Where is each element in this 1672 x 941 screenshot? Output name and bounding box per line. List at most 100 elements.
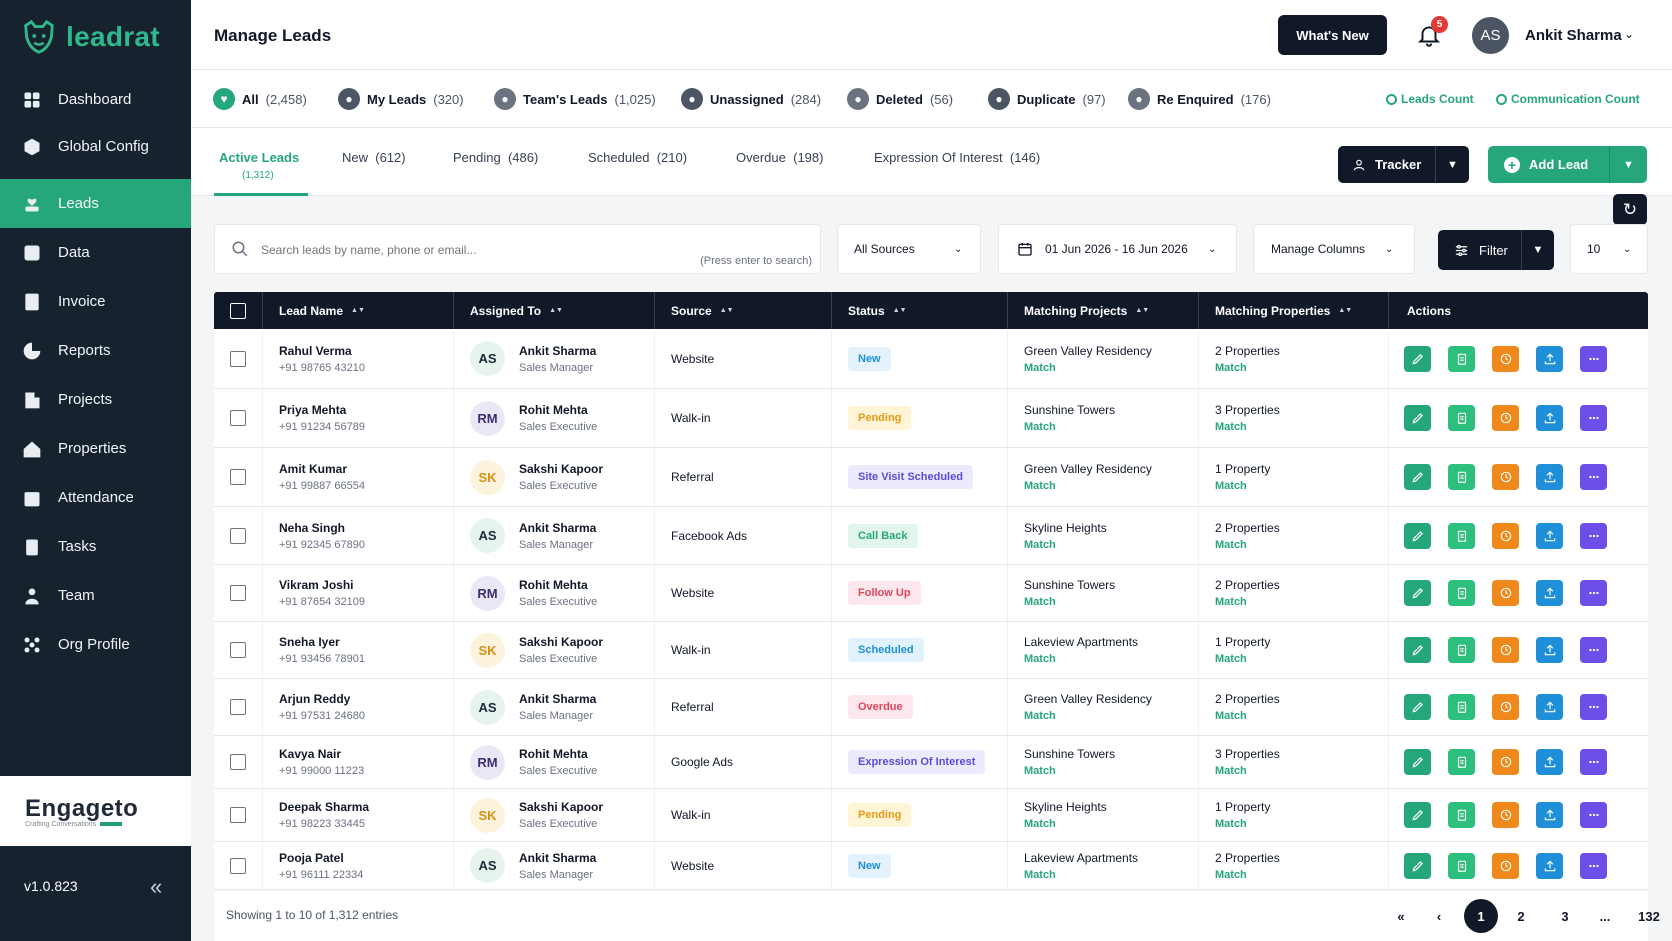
history-action-button[interactable] (1492, 852, 1519, 879)
upload-action-button[interactable] (1536, 405, 1563, 431)
sidebar-item-projects[interactable]: Projects (0, 375, 191, 424)
table-row[interactable]: Neha Singh +91 92345 67890 AS Ankit Sharma S… (214, 507, 1648, 565)
more-action-button[interactable] (1580, 405, 1607, 431)
sources-select[interactable]: All Sources ⌄ (837, 224, 981, 274)
upload-action-button[interactable] (1536, 345, 1563, 372)
sort-icon[interactable]: ▲▼ (351, 307, 365, 314)
column-header-lead-name[interactable]: Lead Name ▲▼ (263, 292, 454, 329)
sidebar-item-org-profile[interactable]: Org Profile (0, 620, 191, 669)
column-header-matching-projects[interactable]: Matching Projects ▲▼ (1008, 292, 1199, 329)
table-row[interactable]: Rahul Verma +91 98765 43210 AS Ankit Sharma… (214, 329, 1648, 389)
match-link[interactable]: Match (1024, 361, 1056, 374)
clipboard-action-button[interactable] (1448, 852, 1475, 879)
upload-action-button[interactable] (1536, 852, 1563, 879)
edit-action-button[interactable] (1404, 802, 1431, 828)
table-row[interactable]: Deepak Sharma +91 98223 33445 SK Sakshi Kap… (214, 789, 1648, 842)
sidebar-item-tasks[interactable]: Tasks (0, 522, 191, 571)
tab-expression-of-interest[interactable]: Expression Of Interest (146) (874, 150, 1040, 165)
upload-action-button[interactable] (1536, 522, 1563, 549)
tab-pending[interactable]: Pending (486) (453, 150, 538, 165)
page-button[interactable]: « (1397, 908, 1405, 924)
history-action-button[interactable] (1492, 405, 1519, 431)
table-row[interactable]: Sneha Iyer +91 93456 78901 SK Sakshi Kapoor… (214, 622, 1648, 679)
history-action-button[interactable] (1492, 522, 1519, 549)
table-row[interactable]: Priya Mehta +91 91234 56789 RM Rohit Mehta S… (214, 389, 1648, 448)
date-range-picker[interactable]: 01 Jun 2026 - 16 Jun 2026 ⌄ (998, 224, 1237, 274)
match-link[interactable]: Match (1215, 710, 1247, 722)
tab-active-leads[interactable]: Active Leads (219, 150, 299, 165)
user-name[interactable]: Ankit Sharma (1525, 27, 1622, 44)
lead-name-cell[interactable]: Priya Mehta +91 91234 56789 (263, 389, 454, 447)
filter-dropdown[interactable]: ▼ (1532, 244, 1544, 256)
match-link[interactable]: Match (1215, 868, 1247, 881)
upload-action-button[interactable] (1536, 637, 1563, 663)
column-header-status[interactable]: Status ▲▼ (832, 292, 1008, 329)
search-input[interactable] (261, 239, 661, 261)
sidebar-item-attendance[interactable]: Attendance (0, 473, 191, 522)
edit-action-button[interactable] (1404, 694, 1431, 720)
category-deleted[interactable]: ● Deleted (56) (847, 88, 953, 110)
leadrat-logo[interactable]: leadrat (20, 18, 160, 56)
lead-name-cell[interactable]: Arjun Reddy +91 97531 24680 (263, 679, 454, 735)
lead-name[interactable]: Sneha Iyer (279, 635, 340, 649)
row-checkbox[interactable] (230, 350, 246, 367)
table-row[interactable]: Arjun Reddy +91 97531 24680 AS Ankit Sharma… (214, 679, 1648, 736)
tracker-main[interactable]: Tracker (1338, 146, 1436, 183)
column-header-assigned-to[interactable]: Assigned To ▲▼ (454, 292, 655, 329)
match-link[interactable]: Match (1215, 596, 1247, 608)
lead-name[interactable]: Priya Mehta (279, 403, 347, 417)
more-action-button[interactable] (1580, 345, 1607, 372)
tracker-button[interactable]: Tracker ▼ (1338, 146, 1469, 183)
lead-name[interactable]: Arjun Reddy (279, 692, 351, 706)
match-link[interactable]: Match (1024, 480, 1056, 492)
history-action-button[interactable] (1492, 637, 1519, 663)
lead-name[interactable]: Neha Singh (279, 520, 346, 535)
status-badge[interactable]: Site Visit Scheduled (848, 465, 973, 489)
category-my-leads[interactable]: ● My Leads (320) (338, 88, 464, 110)
sort-icon[interactable]: ▲▼ (549, 307, 563, 314)
collapse-sidebar-button[interactable]: « (150, 874, 163, 899)
sort-icon[interactable]: ▲▼ (1338, 307, 1353, 314)
history-action-button[interactable] (1492, 749, 1519, 775)
match-link[interactable]: Match (1215, 765, 1247, 777)
sidebar-item-reports[interactable]: Reports (0, 326, 191, 375)
row-checkbox[interactable] (230, 469, 246, 485)
row-checkbox[interactable] (230, 642, 246, 658)
leads-count-link[interactable]: Leads Count (1386, 92, 1474, 106)
match-link[interactable]: Match (1024, 710, 1056, 722)
more-action-button[interactable] (1580, 580, 1607, 606)
more-action-button[interactable] (1580, 749, 1607, 775)
clipboard-action-button[interactable] (1448, 749, 1475, 775)
lead-name[interactable]: Deepak Sharma (279, 800, 370, 814)
lead-name-cell[interactable]: Neha Singh +91 92345 67890 (263, 507, 454, 564)
page-button[interactable]: 1 (1464, 899, 1498, 933)
match-link[interactable]: Match (1024, 538, 1056, 551)
table-row[interactable]: Pooja Patel +91 96111 22334 AS Ankit Sharma… (214, 842, 1648, 890)
edit-action-button[interactable] (1404, 522, 1431, 549)
lead-name-cell[interactable]: Vikram Joshi +91 87654 32109 (263, 565, 454, 621)
upload-action-button[interactable] (1536, 749, 1563, 775)
edit-action-button[interactable] (1404, 405, 1431, 431)
lead-name-cell[interactable]: Sneha Iyer +91 93456 78901 (263, 622, 454, 678)
edit-action-button[interactable] (1404, 749, 1431, 775)
status-badge[interactable]: Pending (848, 406, 912, 430)
match-link[interactable]: Match (1215, 818, 1247, 830)
select-all-checkbox[interactable] (230, 302, 246, 319)
manage-columns-select[interactable]: Manage Columns ⌄ (1253, 224, 1415, 274)
page-button[interactable]: 132 (1638, 908, 1660, 924)
lead-name-cell[interactable]: Pooja Patel +91 96111 22334 (263, 842, 454, 889)
clipboard-action-button[interactable] (1448, 580, 1475, 606)
match-link[interactable]: Match (1024, 868, 1056, 881)
filter-main[interactable]: Filter (1438, 230, 1522, 270)
more-action-button[interactable] (1580, 464, 1607, 490)
category-all[interactable]: ♥ All (2,458) (213, 88, 307, 110)
sort-icon[interactable]: ▲▼ (1135, 307, 1150, 314)
category-unassigned[interactable]: ● Unassigned (284) (681, 88, 821, 110)
match-link[interactable]: Match (1024, 765, 1056, 777)
lead-name[interactable]: Amit Kumar (279, 462, 348, 476)
match-link[interactable]: Match (1024, 596, 1056, 608)
status-badge[interactable]: Scheduled (848, 638, 924, 662)
more-action-button[interactable] (1580, 852, 1607, 879)
lead-name-cell[interactable]: Kavya Nair +91 99000 11223 (263, 736, 454, 788)
lead-name[interactable]: Rahul Verma (279, 343, 352, 358)
